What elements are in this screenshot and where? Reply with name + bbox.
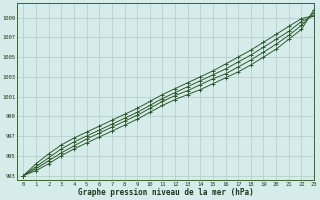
X-axis label: Graphe pression niveau de la mer (hPa): Graphe pression niveau de la mer (hPa) [78, 188, 253, 197]
